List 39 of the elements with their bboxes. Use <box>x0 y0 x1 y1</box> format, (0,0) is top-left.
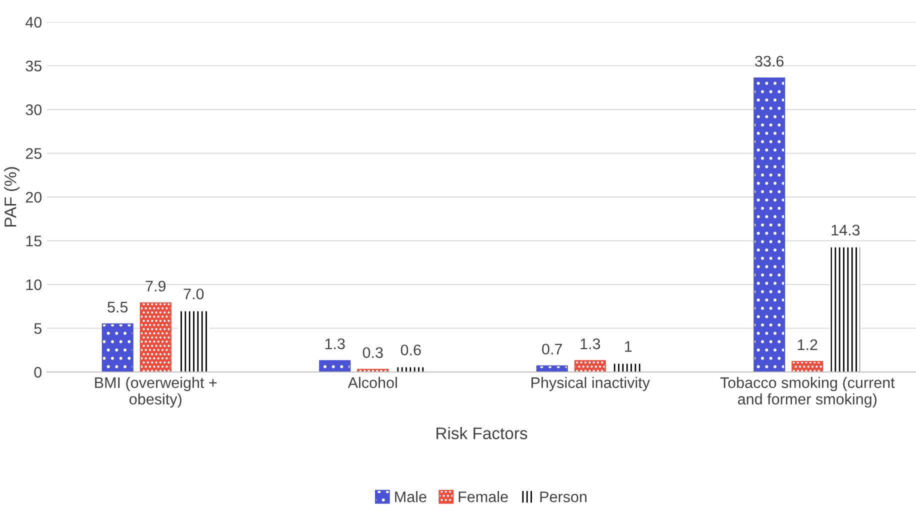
bar <box>102 323 134 372</box>
data-label: 0.7 <box>542 344 562 355</box>
y-tick-label: 20 <box>26 192 42 203</box>
y-tick-label: 10 <box>26 279 42 290</box>
y-tick-label: 35 <box>26 60 42 72</box>
x-tick-label: Alcohol <box>348 376 397 388</box>
x-tick-label: BMI (overweight + obesity) <box>95 376 217 408</box>
data-label: 5.5 <box>108 302 128 313</box>
data-label: 7.9 <box>146 280 166 292</box>
x-tick-label: Tobacco smoking (current and former smoking) <box>720 376 895 408</box>
data-label: 14.3 <box>832 224 860 236</box>
data-label: 7.0 <box>184 288 204 300</box>
bar <box>319 360 351 372</box>
x-axis-title: Risk Factors <box>436 427 528 440</box>
bar <box>178 310 210 372</box>
bar <box>140 302 172 372</box>
y-tick-label: 25 <box>26 148 42 159</box>
data-label: 1.2 <box>798 339 818 350</box>
y-axis-title: PAF (%) <box>4 167 20 226</box>
x-tick-label: Physical inactivity <box>532 376 650 392</box>
legend-label: Male <box>395 491 426 502</box>
legend-label: Person <box>540 492 586 502</box>
data-label: 0.3 <box>362 347 383 358</box>
y-tick-label: 0 <box>34 366 42 378</box>
data-label: 1.3 <box>580 338 600 350</box>
data-label: 0.6 <box>400 344 421 356</box>
data-label: 1 <box>625 341 632 352</box>
legend-label: Female <box>458 491 508 502</box>
bar <box>830 246 862 372</box>
data-label: 1.3 <box>325 338 345 350</box>
y-tick-label: 30 <box>26 104 42 116</box>
y-tick-label: 40 <box>26 16 42 28</box>
bar <box>754 77 786 372</box>
data-label: 33.6 <box>755 56 784 67</box>
bar <box>536 365 568 372</box>
bar <box>792 360 824 372</box>
bar <box>574 360 606 372</box>
y-tick-label: 15 <box>26 236 42 246</box>
y-tick-label: 5 <box>34 323 42 334</box>
